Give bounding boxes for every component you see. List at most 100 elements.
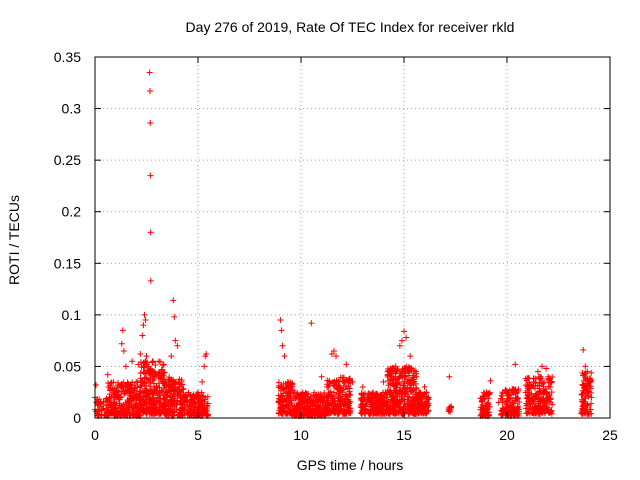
data-point: [140, 322, 147, 329]
data-point: [278, 327, 285, 334]
data-point: [397, 373, 404, 380]
data-point: [146, 69, 153, 76]
data-point: [546, 391, 553, 398]
data-point: [151, 373, 158, 380]
data-point: [174, 386, 181, 393]
y-tick-labels: 0 0.05 0.1 0.15 0.2 0.25 0.3 0.35: [54, 49, 81, 426]
y-tick-label: 0.2: [62, 204, 82, 220]
data-point: [545, 373, 552, 380]
data-point: [138, 382, 145, 389]
data-point: [583, 389, 590, 396]
x-tick-label: 0: [91, 427, 99, 443]
y-tick-label: 0.3: [62, 101, 82, 117]
data-point: [324, 406, 331, 413]
data-point: [417, 393, 424, 400]
data-point: [579, 372, 586, 379]
data-point: [360, 393, 367, 400]
data-point: [405, 398, 412, 405]
data-point: [147, 172, 154, 179]
data-point: [386, 368, 393, 375]
data-point: [131, 385, 138, 392]
data-point: [171, 313, 178, 320]
data-point: [400, 404, 407, 411]
data-point: [280, 402, 287, 409]
data-point: [201, 396, 208, 403]
data-point: [324, 383, 331, 390]
data-point: [340, 403, 347, 410]
data-point: [370, 389, 377, 396]
data-point: [275, 392, 282, 399]
data-point: [547, 395, 554, 402]
data-point: [535, 393, 542, 400]
data-point: [142, 317, 149, 324]
data-point: [392, 376, 399, 383]
data-point: [522, 389, 529, 396]
data-point: [286, 398, 293, 405]
data-point: [349, 378, 356, 385]
data-point: [130, 406, 137, 413]
data-point: [536, 379, 543, 386]
data-point: [587, 406, 594, 413]
data-point: [289, 387, 296, 394]
data-point: [512, 408, 519, 415]
data-point: [529, 405, 536, 412]
data-point: [140, 359, 147, 366]
data-point: [377, 392, 384, 399]
data-point: [110, 389, 117, 396]
data-point: [364, 394, 371, 401]
data-point: [187, 403, 194, 410]
data-point: [578, 391, 585, 398]
data-point: [170, 376, 177, 383]
data-point: [147, 229, 154, 236]
data-point: [579, 398, 586, 405]
data-point: [104, 408, 111, 415]
y-tick-label: 0.35: [54, 49, 81, 65]
y-tick-label: 0.05: [54, 358, 81, 374]
data-point: [340, 374, 347, 381]
data-point: [172, 337, 179, 344]
data-point: [396, 342, 403, 349]
data-point: [129, 379, 136, 386]
data-point: [307, 397, 314, 404]
data-point: [538, 375, 545, 382]
data-point: [147, 88, 154, 95]
data-point: [507, 394, 514, 401]
data-point: [417, 408, 424, 415]
data-point: [539, 363, 546, 370]
data-point: [398, 391, 405, 398]
data-point: [504, 389, 510, 396]
data-point: [147, 375, 154, 382]
data-point: [139, 401, 146, 408]
chart-title: Day 276 of 2019, Rate Of TEC Index for r…: [186, 19, 515, 35]
y-axis-label: ROTI / TECUs: [6, 195, 22, 285]
data-point: [446, 373, 453, 380]
data-point: [328, 351, 335, 358]
data-point: [120, 402, 127, 409]
data-point: [110, 401, 117, 408]
data-point: [307, 407, 314, 414]
data-point: [291, 403, 298, 410]
data-point: [529, 396, 536, 403]
x-tick-label: 5: [194, 427, 202, 443]
data-point: [131, 404, 138, 411]
data-point: [447, 406, 454, 413]
data-point: [179, 386, 186, 393]
data-point: [123, 407, 130, 414]
data-point: [548, 379, 555, 386]
x-tick-label: 15: [396, 427, 412, 443]
data-point: [185, 389, 192, 396]
data-point: [119, 384, 126, 391]
data-point: [118, 340, 125, 347]
data-point: [171, 409, 178, 416]
data-point: [200, 392, 207, 399]
data-point: [401, 380, 408, 387]
data-point: [524, 394, 531, 401]
data-point: [380, 378, 387, 385]
data-point: [93, 381, 100, 388]
data-point: [586, 378, 593, 385]
x-tick-labels: 0 5 10 15 20 25: [91, 427, 618, 443]
data-point: [582, 363, 589, 370]
data-point: [105, 384, 112, 391]
data-point: [137, 351, 144, 358]
